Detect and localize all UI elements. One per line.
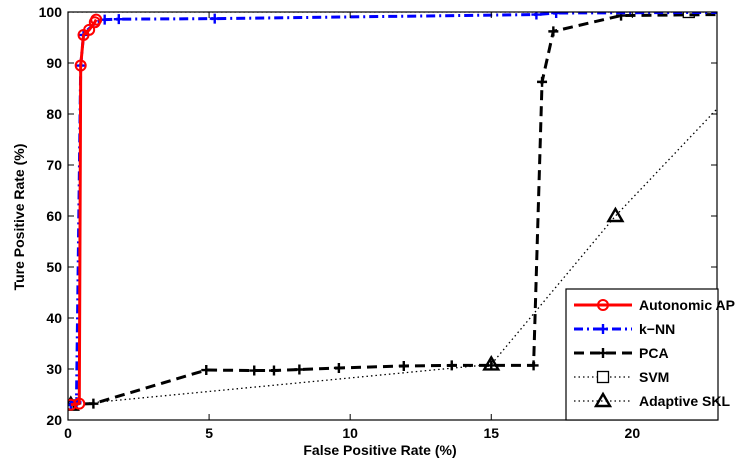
y-tick-label-6: 80	[46, 106, 62, 122]
x-tick-label-2: 10	[342, 425, 358, 441]
legend-label-4: Adaptive SKL	[639, 393, 730, 409]
series-2-point-6	[333, 362, 344, 373]
series-2-point-10	[528, 360, 539, 371]
series-2-point-7	[398, 360, 409, 371]
series-line-1	[70, 12, 717, 407]
series-line-0	[70, 18, 98, 407]
legend-label-1: k−NN	[639, 321, 675, 337]
axes: 0 5 10 15 20 20 30 40 50 60 70 80 90 100	[39, 4, 718, 441]
series-2-point-2	[201, 365, 212, 376]
series-1-point-8	[551, 12, 562, 19]
series-0-point-6	[90, 13, 103, 26]
series-line-4	[70, 108, 717, 406]
legend-marker-3	[596, 370, 610, 384]
series-2-point-3	[249, 365, 260, 376]
plot-area	[68, 12, 717, 411]
legend-marker-2	[598, 348, 608, 358]
series-2	[68, 12, 717, 410]
series-2-point-1	[88, 398, 99, 409]
y-tick-label-8: 100	[39, 4, 63, 20]
series-0-point-2	[74, 59, 87, 72]
x-tick-label-0: 0	[64, 425, 72, 441]
y-tick-label-7: 90	[46, 55, 62, 71]
x-tick-label-1: 5	[205, 425, 213, 441]
legend-label-3: SVM	[639, 369, 669, 385]
series-2-point-11	[537, 76, 548, 87]
x-tick-label-3: 15	[483, 425, 499, 441]
series-2-point-8	[446, 360, 457, 371]
series-0	[68, 13, 103, 411]
series-2-point-4	[268, 365, 279, 376]
series-3	[68, 12, 717, 19]
y-tick-label-1: 30	[46, 361, 62, 377]
x-axis-label: False Positive Rate (%)	[303, 442, 456, 458]
x-tick-label-4: 20	[625, 425, 641, 441]
y-tick-label-3: 50	[46, 259, 62, 275]
series-2-point-5	[294, 364, 305, 375]
legend-marker-4	[593, 391, 613, 408]
legend-marker-1	[598, 324, 608, 334]
series-line-2	[68, 13, 717, 407]
y-tick-label-4: 60	[46, 208, 62, 224]
series-2-point-9	[486, 360, 497, 371]
series-3-point-0	[682, 12, 695, 19]
y-tick-label-0: 20	[46, 412, 62, 428]
series-4-point-2	[606, 206, 625, 223]
y-axis-label: Ture Positive Rate (%)	[11, 144, 27, 291]
series-2-point-12	[548, 26, 559, 37]
series-0-point-0	[68, 398, 77, 411]
legend-label-0: Autonomic AP	[639, 297, 735, 313]
legend-marker-0	[597, 299, 609, 311]
y-tick-label-5: 70	[46, 157, 62, 173]
y-tick-label-2: 40	[46, 310, 62, 326]
series-0-point-1	[73, 397, 86, 410]
legend-label-2: PCA	[639, 345, 669, 361]
series-1-point-7	[531, 12, 542, 20]
series-1-point-6	[209, 13, 220, 24]
legend: Autonomic AP k−NN PCA SVM Adaptive SKL	[565, 288, 735, 421]
series-0-point-4	[83, 23, 96, 36]
series-1-point-5	[113, 14, 124, 25]
